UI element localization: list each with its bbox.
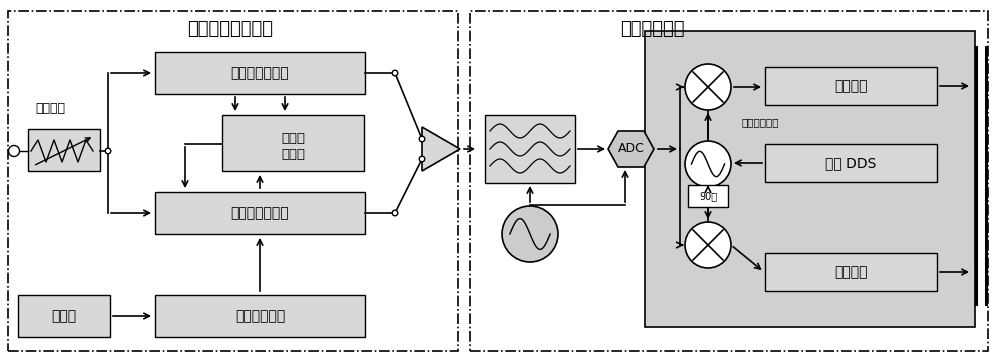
Text: 高波段变频通路: 高波段变频通路 [231, 206, 289, 220]
FancyBboxPatch shape [765, 253, 937, 291]
Circle shape [392, 210, 398, 216]
FancyBboxPatch shape [18, 295, 110, 337]
Text: 固定数字本振: 固定数字本振 [741, 117, 779, 127]
FancyBboxPatch shape [28, 129, 100, 171]
Circle shape [685, 222, 731, 268]
Text: 低波段变频通路: 低波段变频通路 [231, 66, 289, 80]
FancyBboxPatch shape [688, 185, 728, 207]
Text: 参考环: 参考环 [51, 309, 77, 323]
Text: 数字 DDS: 数字 DDS [825, 156, 877, 170]
FancyBboxPatch shape [155, 52, 365, 94]
FancyBboxPatch shape [155, 192, 365, 234]
FancyBboxPatch shape [645, 31, 975, 327]
Text: 零频抑: 零频抑 [281, 132, 305, 145]
Text: 本振合成环路: 本振合成环路 [235, 309, 285, 323]
Polygon shape [422, 127, 460, 171]
Text: 抽取滤波: 抽取滤波 [834, 265, 868, 279]
Circle shape [419, 136, 425, 142]
Text: 制电路: 制电路 [281, 149, 305, 162]
Text: 数字处理单元: 数字处理单元 [620, 20, 684, 38]
Text: 信号变频接收单元: 信号变频接收单元 [187, 20, 273, 38]
Text: 射频输入: 射频输入 [35, 103, 65, 116]
Circle shape [105, 148, 111, 154]
FancyBboxPatch shape [765, 144, 937, 182]
Circle shape [419, 156, 425, 162]
FancyBboxPatch shape [222, 115, 364, 171]
FancyBboxPatch shape [155, 295, 365, 337]
Circle shape [392, 70, 398, 76]
Circle shape [685, 141, 731, 187]
Circle shape [685, 64, 731, 110]
Text: 抽取滤波: 抽取滤波 [834, 79, 868, 93]
Text: ADC: ADC [618, 143, 644, 155]
FancyBboxPatch shape [485, 115, 575, 183]
Polygon shape [608, 131, 654, 167]
Text: 90度: 90度 [699, 191, 717, 201]
Circle shape [502, 206, 558, 262]
FancyBboxPatch shape [765, 67, 937, 105]
